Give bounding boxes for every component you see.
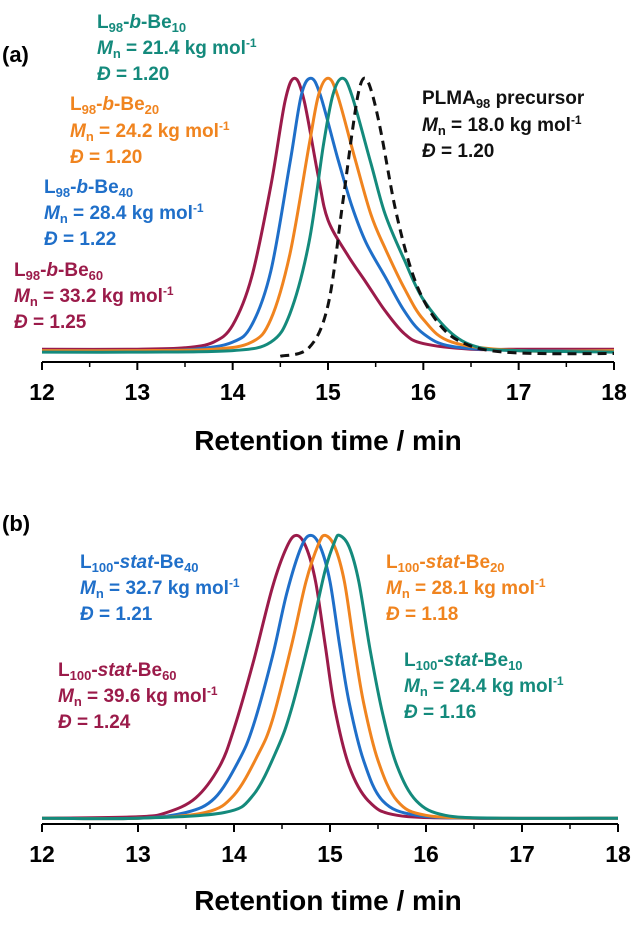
x-tick-label-b-13: 13 <box>125 841 151 867</box>
label-be60-a-d: Đ = 1.25 <box>14 312 87 333</box>
label-be10-a-name: L98-b-Be10 <box>97 12 186 35</box>
label-precursor-a-mn: Mn = 18.0 kg mol-1 <box>422 113 582 138</box>
x-tick-label-a-15: 15 <box>315 379 341 405</box>
label-be10-b-d: Đ = 1.16 <box>404 702 476 723</box>
series-be40-b <box>41 533 619 821</box>
label-be40-a-name: L98-b-Be40 <box>44 177 133 200</box>
label-be10-a-mn: Mn = 21.4 kg mol-1 <box>97 36 257 61</box>
x-tick-label-a-13: 13 <box>125 379 151 405</box>
label-be40-b: L100-stat-Be40 Mn = 32.7 kg mol-1 Đ = 1.… <box>80 552 245 625</box>
series-be60-a <box>41 76 614 352</box>
label-be60-b: L100-stat-Be60 Mn = 39.6 kg mol-1 Đ = 1.… <box>58 660 223 733</box>
label-be60-b-name: L100-stat-Be60 <box>58 660 177 683</box>
label-be40-b-d: Đ = 1.21 <box>80 604 153 625</box>
label-be40-a-d: Đ = 1.22 <box>44 229 116 250</box>
x-tick-label-b-14: 14 <box>221 841 247 867</box>
label-be10-b: L100-stat-Be10 Mn = 24.4 kg mol-1 Đ = 1.… <box>404 650 569 723</box>
label-be20-b-mn: Mn = 28.1 kg mol-1 <box>386 576 546 601</box>
plot-a-area <box>41 76 615 358</box>
label-be20-b-d: Đ = 1.18 <box>386 604 458 625</box>
x-tick-label-a-18: 18 <box>601 379 627 405</box>
label-be20-a-d: Đ = 1.20 <box>70 147 142 168</box>
label-be20-a-name: L98-b-Be20 <box>70 94 159 117</box>
label-be40-b-mn: Mn = 32.7 kg mol-1 <box>80 576 240 601</box>
series-be10-a <box>41 76 615 354</box>
label-be20-a-mn: Mn = 24.2 kg mol-1 <box>70 119 230 144</box>
series-be20-b <box>41 533 619 821</box>
plot-b-area <box>41 533 619 821</box>
x-axis-title-a: Retention time / min <box>194 425 462 456</box>
panel-b: (b) 12 13 14 15 16 17 18 Retention time / min … <box>2 511 631 916</box>
panel-a: (a) 12 13 14 15 16 17 18 Retention time / min … <box>2 12 627 456</box>
label-be40-a-mn: Mn = 28.4 kg mol-1 <box>44 201 204 226</box>
label-be20-b-name: L100-stat-Be20 <box>386 552 505 575</box>
x-tick-label-a-17: 17 <box>506 379 532 405</box>
label-be10-a: L98-b-Be10 Mn = 21.4 kg mol-1 Đ = 1.20 <box>97 12 262 85</box>
x-tick-label-a-14: 14 <box>220 379 246 405</box>
label-be60-a: L98-b-Be60 Mn = 33.2 kg mol-1 Đ = 1.25 <box>14 260 179 333</box>
label-be60-b-d: Đ = 1.24 <box>58 712 131 733</box>
x-tick-label-b-15: 15 <box>317 841 343 867</box>
label-precursor-a: PLMA98 precursor Mn = 18.0 kg mol-1 Đ = … <box>422 88 590 162</box>
panel-a-letter: (a) <box>2 42 29 67</box>
x-ticks-a: 12 13 14 15 16 17 18 <box>29 362 627 405</box>
series-be10-b <box>41 533 619 821</box>
x-tick-label-a-16: 16 <box>411 379 437 405</box>
x-axis-title-b: Retention time / min <box>194 885 462 916</box>
x-tick-label-b-12: 12 <box>29 841 55 867</box>
x-tick-label-a-12: 12 <box>29 379 55 405</box>
label-be10-b-name: L100-stat-Be10 <box>404 650 523 673</box>
series-be40-a <box>41 76 615 353</box>
panel-b-letter: (b) <box>2 511 30 536</box>
label-be40-b-name: L100-stat-Be40 <box>80 552 199 575</box>
label-be60-a-name: L98-b-Be60 <box>14 260 103 283</box>
label-be20-b: L100-stat-Be20 Mn = 28.1 kg mol-1 Đ = 1.… <box>386 552 551 625</box>
label-be60-a-mn: Mn = 33.2 kg mol-1 <box>14 284 174 309</box>
x-tick-label-b-16: 16 <box>413 841 439 867</box>
label-precursor-a-d: Đ = 1.20 <box>422 141 494 162</box>
x-tick-label-b-17: 17 <box>509 841 535 867</box>
series-precursor-a <box>279 76 615 358</box>
label-be10-a-d: Đ = 1.20 <box>97 64 169 85</box>
series-be20-a <box>41 76 615 353</box>
series-be60-b <box>41 533 619 820</box>
label-be10-b-mn: Mn = 24.4 kg mol-1 <box>404 674 564 699</box>
label-be20-a: L98-b-Be20 Mn = 24.2 kg mol-1 Đ = 1.20 <box>70 94 235 168</box>
label-be60-b-mn: Mn = 39.6 kg mol-1 <box>58 684 218 709</box>
label-precursor-a-name: PLMA98 precursor <box>422 88 585 111</box>
x-ticks-b: 12 13 14 15 16 17 18 <box>29 824 631 867</box>
label-be40-a: L98-b-Be40 Mn = 28.4 kg mol-1 Đ = 1.22 <box>44 177 209 250</box>
x-tick-label-b-18: 18 <box>605 841 631 867</box>
